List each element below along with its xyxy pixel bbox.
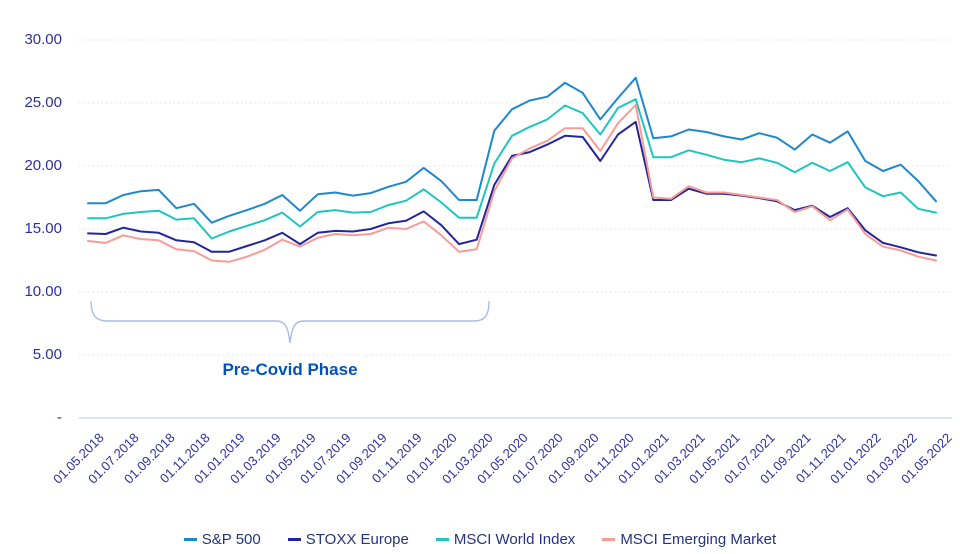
legend: S&P 500 STOXX Europe MSCI World Index MSCI … [0,531,960,548]
series-lines [87,76,937,263]
series-line-msci-emerging-market [87,103,937,263]
series-line-stoxx-europe [87,120,937,257]
y-tick-label-15: 15.00 [24,220,62,237]
gridlines [79,39,952,419]
y-tick-label-0: - [57,409,62,426]
pre-covid-phase-label: Pre-Covid Phase [222,360,358,379]
legend-item-msci-world-index: MSCI World Index [435,531,576,548]
pre-covid-brace [90,300,490,344]
legend-label: S&P 500 [201,531,261,548]
y-tick-label-30: 30.00 [24,31,62,48]
legend-label: MSCI Emerging Market [620,531,777,548]
y-tick-label-10: 10.00 [24,283,62,300]
series-line-s-p-500 [87,76,937,224]
legend-swatch [435,538,449,541]
legend-item-stoxx-europe: STOXX Europe [287,531,409,548]
legend-label: STOXX Europe [305,531,409,548]
legend-label: MSCI World Index [453,531,576,548]
legend-item-msci-emerging-market: MSCI Emerging Market [602,531,776,548]
series-line-msci-world-index [87,98,937,240]
legend-item-s-p-500: S&P 500 [183,531,261,548]
legend-swatch [287,538,301,541]
legend-swatch [183,538,197,541]
y-tick-label-5: 5.00 [32,346,62,363]
y-tick-label-20: 20.00 [24,157,62,174]
legend-swatch [602,538,616,541]
y-tick-label-25: 25.00 [24,94,62,111]
